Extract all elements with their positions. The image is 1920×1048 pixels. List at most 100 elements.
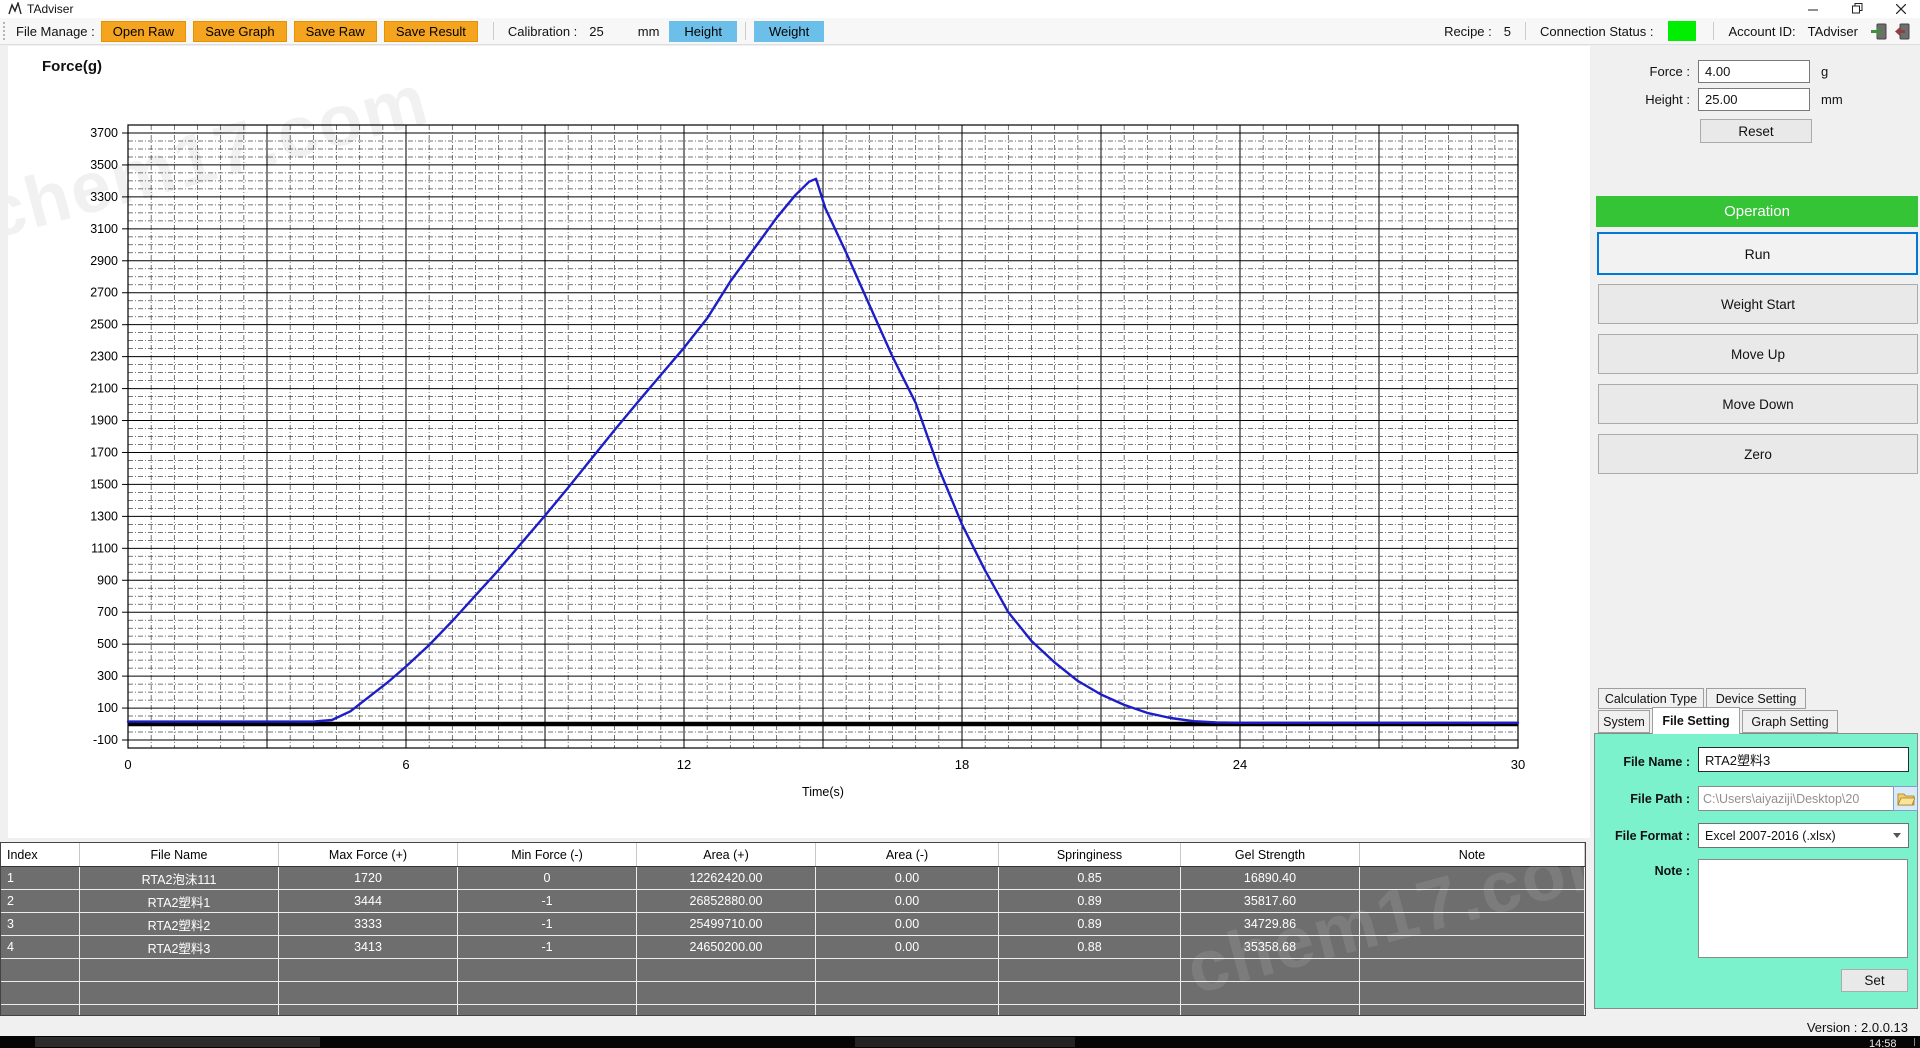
tab-device-setting[interactable]: Device Setting (1706, 688, 1806, 709)
table-cell: 0.00 (816, 867, 999, 889)
note-textarea[interactable] (1698, 859, 1908, 958)
toolbar-divider (1525, 22, 1526, 40)
table-empty-row[interactable] (1, 982, 1585, 1005)
window-title: TAdviser (27, 2, 74, 16)
table-cell (80, 1005, 279, 1015)
table-cell (999, 982, 1181, 1004)
table-row-1[interactable]: 1 RTA2泡沫111 1720 0 12262420.00 0.00 0.85 16890.… (1, 867, 1585, 890)
move-up-button[interactable]: Move Up (1598, 334, 1918, 374)
table-cell (80, 982, 279, 1004)
save-raw-button[interactable]: Save Raw (293, 20, 377, 42)
table-cell: 0.00 (816, 936, 999, 958)
svg-text:1500: 1500 (90, 477, 118, 491)
svg-text:2300: 2300 (90, 350, 118, 364)
save-graph-button[interactable]: Save Graph (193, 20, 287, 42)
logout-icon[interactable] (1893, 23, 1910, 40)
taskbar-app-segment[interactable] (35, 1037, 320, 1047)
force-unit-label: g (1821, 64, 1829, 79)
table-header-cell: Area (+) (637, 843, 816, 866)
table-row-3[interactable]: 3 RTA2塑料2 3333 -1 25499710.00 0.00 0.89 34729.8… (1, 913, 1585, 936)
folder-icon (1896, 793, 1915, 806)
table-cell (1360, 1005, 1585, 1015)
save-result-button[interactable]: Save Result (383, 20, 478, 42)
table-cell (1, 1005, 80, 1015)
table-cell: 0.89 (999, 890, 1181, 912)
close-icon[interactable] (1890, 1, 1912, 17)
connection-status-label: Connection Status : (1540, 23, 1654, 39)
table-cell (458, 1005, 637, 1015)
table-cell: 4 (1, 936, 80, 958)
height-unit-label: mm (1821, 92, 1843, 107)
file-name-label: File Name : (1623, 755, 1690, 769)
toolbar-grip (3, 22, 5, 40)
svg-text:100: 100 (97, 701, 118, 715)
svg-text:1900: 1900 (90, 414, 118, 428)
svg-text:500: 500 (97, 637, 118, 651)
svg-text:0: 0 (124, 757, 131, 772)
table-row-4[interactable]: 4 RTA2塑料3 3413 -1 24650200.00 0.00 0.88 35358.6… (1, 936, 1585, 959)
table-cell: 16890.40 (1181, 867, 1360, 889)
height-button[interactable]: Height (669, 20, 737, 42)
table-header-cell: Gel Strength (1181, 843, 1360, 866)
tab-calculation-type[interactable]: Calculation Type (1598, 688, 1704, 709)
table-cell: 34729.86 (1181, 913, 1360, 935)
table-row-2[interactable]: 2 RTA2塑料1 3444 -1 26852880.00 0.00 0.89 35817.6… (1, 890, 1585, 913)
browse-folder-button[interactable] (1893, 786, 1918, 811)
svg-text:-100: -100 (93, 733, 118, 747)
table-header-cell: Min Force (-) (458, 843, 637, 866)
svg-text:2500: 2500 (90, 318, 118, 332)
chart-panel: chem17.com Force(g) -1001003005007009001… (8, 46, 1590, 838)
reset-button[interactable]: Reset (1700, 119, 1812, 143)
height-input[interactable]: 25.00 (1698, 88, 1810, 111)
recipe-value: 5 (1503, 23, 1511, 39)
file-path-input[interactable]: C:\Users\aiyaziji\Desktop\20 (1698, 786, 1895, 811)
taskbar-app-segment[interactable] (855, 1037, 1075, 1047)
login-icon[interactable] (1870, 23, 1887, 40)
table-cell (80, 959, 279, 981)
file-format-select[interactable]: Excel 2007-2016 (.xlsx) (1698, 823, 1909, 848)
set-button[interactable]: Set (1841, 969, 1908, 992)
table-cell (1360, 913, 1585, 935)
table-cell: RTA2塑料2 (80, 913, 279, 935)
run-button[interactable]: Run (1597, 232, 1918, 275)
table-cell: 0.88 (999, 936, 1181, 958)
table-cell: 0.00 (816, 913, 999, 935)
table-empty-row[interactable] (1, 959, 1585, 982)
tab-graph-setting[interactable]: Graph Setting (1742, 710, 1838, 733)
table-cell: -1 (458, 890, 637, 912)
minimize-icon[interactable] (1802, 1, 1824, 17)
toolbar-divider (1713, 22, 1715, 40)
force-input[interactable]: 4.00 (1698, 60, 1810, 83)
table-cell: RTA2泡沫111 (80, 867, 279, 889)
table-cell (1, 982, 80, 1004)
table-cell: 35358.68 (1181, 936, 1360, 958)
weight-start-button[interactable]: Weight Start (1598, 284, 1918, 324)
operation-header: Operation (1596, 196, 1918, 227)
restore-icon[interactable] (1846, 1, 1868, 17)
svg-text:3100: 3100 (90, 222, 118, 236)
svg-text:6: 6 (402, 757, 409, 772)
system-taskbar[interactable]: 14:58 (0, 1036, 1920, 1048)
calibration-value[interactable]: 25 (589, 23, 604, 39)
svg-text:2900: 2900 (90, 254, 118, 268)
table-cell (1360, 936, 1585, 958)
zero-button[interactable]: Zero (1598, 434, 1918, 474)
table-cell: 0.89 (999, 913, 1181, 935)
tab-system[interactable]: System (1598, 710, 1650, 733)
tab-file-setting[interactable]: File Setting (1652, 707, 1740, 734)
table-empty-row[interactable] (1, 1005, 1585, 1015)
svg-text:300: 300 (97, 669, 118, 683)
table-cell (458, 959, 637, 981)
open-raw-button[interactable]: Open Raw (100, 20, 187, 42)
svg-text:3300: 3300 (90, 190, 118, 204)
file-name-input[interactable]: RTA2塑料3 (1698, 747, 1909, 772)
weight-button[interactable]: Weight (754, 20, 825, 42)
table-cell: 0.00 (816, 890, 999, 912)
toolbar-divider (492, 22, 494, 40)
move-down-button[interactable]: Move Down (1598, 384, 1918, 424)
force-label: Force : (1649, 64, 1690, 79)
connection-status-indicator (1668, 21, 1697, 41)
table-cell (1, 959, 80, 981)
table-header-cell: Area (-) (816, 843, 999, 866)
